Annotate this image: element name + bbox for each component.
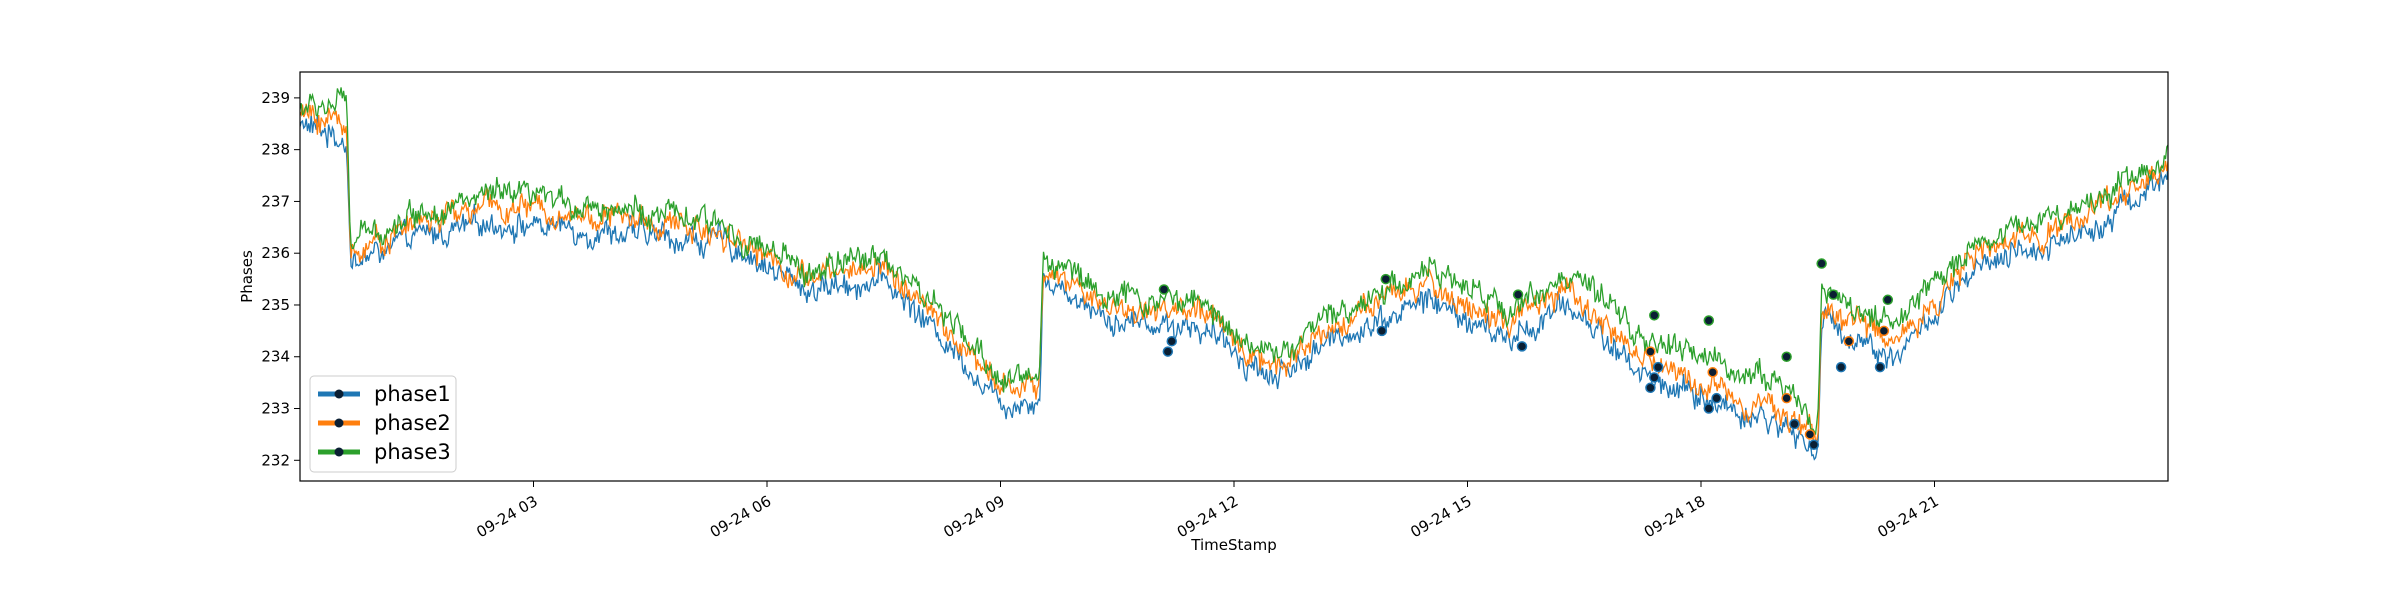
anomaly-point-phase3 (1816, 258, 1827, 269)
y-tick-label: 238 (261, 141, 290, 159)
x-tick-label: 09-24 21 (1874, 492, 1941, 541)
anomaly-point-phase2 (1707, 367, 1718, 378)
series-layer (300, 87, 2168, 461)
anomaly-point-phase2 (1645, 346, 1656, 357)
x-tick-label: 09-24 12 (1174, 492, 1241, 541)
x-axis-label: TimeStamp (1190, 536, 1276, 554)
x-tick-label: 09-24 09 (940, 492, 1007, 541)
anomaly-layer (1158, 258, 1894, 451)
y-tick-label: 239 (261, 89, 290, 107)
anomaly-point-phase1 (1835, 361, 1847, 373)
plot-frame (299, 71, 2169, 482)
anomaly-point-phase3 (1781, 351, 1792, 362)
legend-marker-phase3 (334, 447, 344, 457)
y-tick-label: 234 (261, 348, 290, 366)
anomaly-point-phase3 (1380, 273, 1392, 285)
anomaly-point-phase3 (1512, 289, 1524, 300)
series-line-phase2 (300, 103, 2168, 443)
anomaly-point-phase3 (1158, 284, 1170, 295)
anomaly-point-phase3 (1703, 315, 1715, 326)
legend-label-phase1: phase1 (374, 382, 451, 406)
anomaly-point-phase1 (1711, 392, 1722, 404)
anomaly-point-phase1 (1789, 418, 1800, 430)
anomaly-point-phase1 (1874, 361, 1886, 373)
anomaly-point-phase2 (1804, 429, 1816, 440)
x-tick-label: 09-24 18 (1641, 492, 1708, 541)
anomaly-point-phase3 (1882, 294, 1894, 306)
legend-marker-phase2 (334, 418, 344, 428)
series-line-phase3 (300, 87, 2168, 436)
x-tick-label: 09-24 15 (1407, 492, 1474, 541)
legend-box (309, 375, 457, 473)
anomaly-point-phase1 (1652, 361, 1664, 373)
y-tick-label: 235 (261, 296, 290, 314)
y-tick-label: 232 (261, 451, 290, 469)
anomaly-point-phase1 (1376, 325, 1388, 337)
series-line-phase1 (300, 113, 2168, 461)
anomaly-point-phase3 (1828, 289, 1839, 300)
legend: phase1 phase2 phase3 (309, 375, 457, 473)
y-tick-label: 236 (261, 244, 290, 262)
legend-marker-phase1 (334, 389, 344, 399)
legend-label-phase2: phase2 (374, 411, 451, 435)
anomaly-point-phase1 (1516, 341, 1528, 352)
anomaly-point-phase2 (1781, 392, 1792, 404)
anomaly-point-phase1 (1645, 382, 1656, 394)
anomaly-point-phase2 (1878, 325, 1890, 337)
anomaly-point-phase1 (1166, 335, 1177, 347)
anomaly-point-phase3 (1649, 310, 1660, 321)
x-tick-label: 09-24 03 (473, 492, 540, 541)
anomaly-point-phase1 (1162, 346, 1174, 357)
y-tick-label: 233 (261, 400, 290, 418)
anomaly-point-phase1 (1808, 439, 1820, 451)
anomaly-point-phase2 (1843, 335, 1855, 347)
y-tick-label: 237 (261, 192, 290, 210)
legend-label-phase3: phase3 (374, 440, 451, 464)
x-tick-label: 09-24 06 (707, 492, 774, 541)
anomaly-point-phase1 (1649, 372, 1660, 383)
y-axis-label: Phases (238, 250, 256, 303)
anomaly-point-phase1 (1703, 403, 1715, 414)
